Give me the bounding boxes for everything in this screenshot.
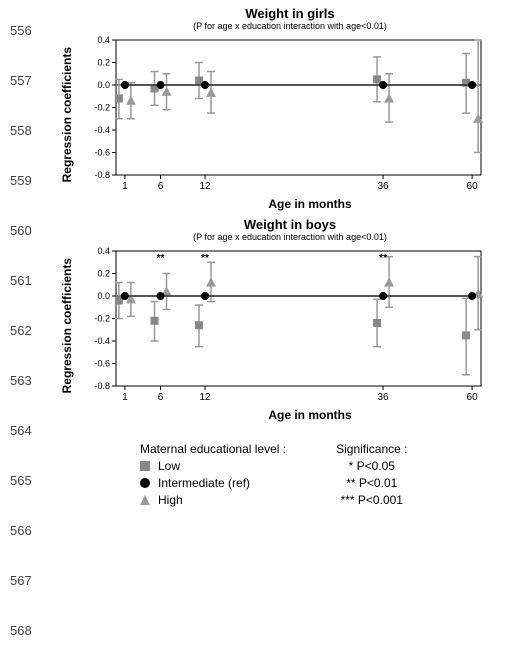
boys-ylabel: Regression coefficients: [60, 258, 74, 393]
svg-text:**: **: [201, 253, 209, 264]
chart-area: Weight in girls (P for age x education i…: [60, 0, 530, 668]
svg-text:6: 6: [158, 392, 164, 403]
svg-text:-0.4: -0.4: [94, 336, 110, 346]
triangle-icon: [140, 495, 150, 505]
svg-text:60: 60: [467, 392, 479, 403]
legend-title: Maternal educational level :: [140, 442, 286, 456]
panel-girls: Weight in girls (P for age x education i…: [60, 6, 520, 211]
boys-plot: -0.8 -0.6 -0.4 -0.2 0.0 0.2 0.4 1 6 12 36 60 ** ** **: [76, 246, 486, 406]
svg-text:0.4: 0.4: [97, 35, 110, 45]
sig-3: *** P<0.001: [336, 493, 407, 507]
legend: Maternal educational level : Low Interme…: [140, 442, 530, 507]
boys-subtitle: (P for age x education interaction with …: [60, 232, 520, 242]
svg-text:**: **: [379, 253, 387, 264]
svg-text:-0.4: -0.4: [94, 125, 110, 135]
svg-text:0.4: 0.4: [97, 246, 110, 256]
boys-xlabel: Age in months: [100, 408, 520, 422]
circle-icon: [140, 478, 150, 488]
svg-text:-0.8: -0.8: [94, 381, 110, 391]
svg-text:0.2: 0.2: [97, 269, 110, 279]
panel-boys: Weight in boys (P for age x education in…: [60, 217, 520, 422]
svg-text:12: 12: [199, 392, 211, 403]
legend-mid: Intermediate (ref): [158, 476, 250, 490]
svg-text:-0.2: -0.2: [94, 103, 110, 113]
svg-text:-0.2: -0.2: [94, 314, 110, 324]
svg-text:60: 60: [467, 181, 479, 192]
svg-text:-0.6: -0.6: [94, 148, 110, 158]
girls-subtitle: (P for age x education interaction with …: [60, 21, 520, 31]
svg-text:-0.6: -0.6: [94, 359, 110, 369]
sig-title: Significance :: [336, 442, 407, 456]
square-icon: [140, 461, 150, 471]
svg-text:36: 36: [378, 181, 390, 192]
svg-text:0.2: 0.2: [97, 58, 110, 68]
svg-text:0.0: 0.0: [97, 80, 110, 90]
svg-text:12: 12: [199, 181, 211, 192]
legend-high: High: [158, 493, 183, 507]
svg-text:-0.8: -0.8: [94, 170, 110, 180]
line-numbers: 556557558559560561562563564565566567568: [10, 6, 32, 656]
girls-plot: -0.8 -0.6 -0.4 -0.2 0.0 0.2 0.4 1 6 12 36 60: [76, 35, 486, 195]
svg-text:1: 1: [122, 181, 128, 192]
girls-ylabel: Regression coefficients: [60, 47, 74, 182]
legend-low: Low: [158, 459, 180, 473]
svg-text:**: **: [157, 253, 165, 264]
boys-title: Weight in boys: [60, 217, 520, 232]
girls-title: Weight in girls: [60, 6, 520, 21]
svg-text:6: 6: [158, 181, 164, 192]
svg-text:1: 1: [122, 392, 128, 403]
sig-1: * P<0.05: [336, 459, 407, 473]
svg-text:36: 36: [378, 392, 390, 403]
girls-xlabel: Age in months: [100, 197, 520, 211]
sig-2: ** P<0.01: [336, 476, 407, 490]
svg-text:0.0: 0.0: [97, 291, 110, 301]
